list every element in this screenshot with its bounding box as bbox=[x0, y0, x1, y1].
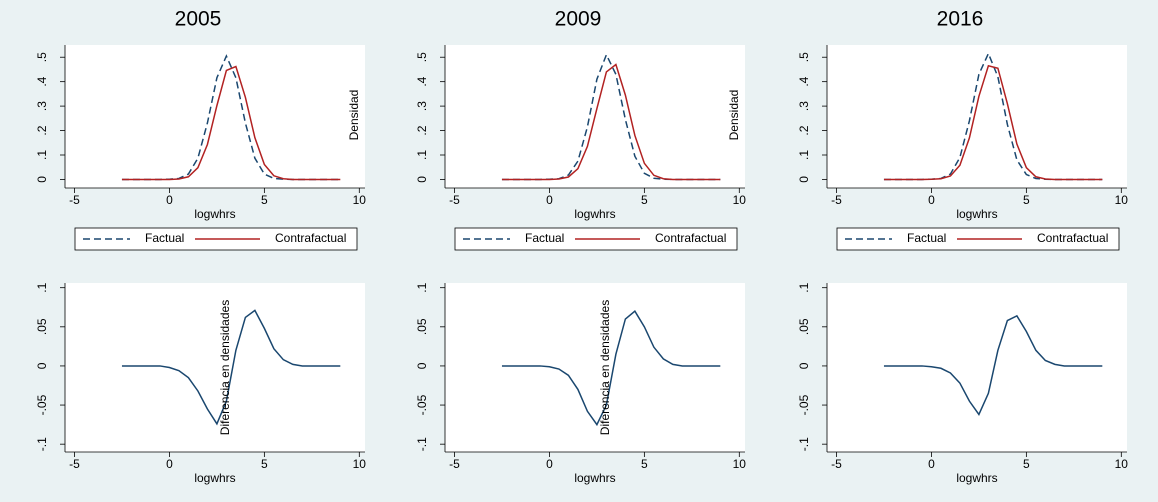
series-line bbox=[501, 63, 721, 181]
y-tick-label: 0 bbox=[415, 176, 429, 183]
legend-label: Contrafactual bbox=[655, 231, 726, 245]
y-tick-label: 0 bbox=[35, 362, 49, 369]
x-tick-label: -5 bbox=[831, 457, 842, 471]
chart-title: 2009 bbox=[555, 8, 602, 31]
x-tick-label: 10 bbox=[733, 457, 747, 471]
x-tick-label: 0 bbox=[928, 193, 935, 207]
x-tick-label: 0 bbox=[166, 457, 173, 471]
series-line bbox=[121, 309, 341, 426]
y-tick-label: -.1 bbox=[415, 437, 429, 451]
x-tick-label: 0 bbox=[166, 193, 173, 207]
x-tick-label: -5 bbox=[69, 193, 80, 207]
y-tick-label: .1 bbox=[35, 150, 49, 160]
x-tick-label: 10 bbox=[353, 193, 367, 207]
x-tick-label: -5 bbox=[449, 457, 460, 471]
y-tick-label: .4 bbox=[415, 76, 429, 86]
y-tick-label: .1 bbox=[797, 282, 811, 292]
legend-label: Factual bbox=[907, 231, 946, 245]
y-tick-label: .4 bbox=[797, 76, 811, 86]
x-tick-label: 10 bbox=[733, 193, 747, 207]
y-tick-label: 0 bbox=[415, 362, 429, 369]
y-tick-label: .1 bbox=[35, 282, 49, 292]
y-axis-label: Densidad bbox=[727, 90, 741, 141]
plot-area bbox=[827, 283, 1127, 452]
series-line bbox=[121, 65, 341, 181]
x-tick-label: -5 bbox=[831, 193, 842, 207]
y-tick-label: .5 bbox=[797, 52, 811, 62]
x-tick-label: 5 bbox=[261, 193, 268, 207]
y-tick-label: .3 bbox=[415, 101, 429, 111]
y-axis-label: Diferencia en densidades bbox=[218, 300, 232, 435]
y-tick-label: -.1 bbox=[35, 437, 49, 451]
x-tick-label: 10 bbox=[353, 457, 367, 471]
y-tick-label: 0 bbox=[35, 176, 49, 183]
y-tick-label: .2 bbox=[35, 125, 49, 135]
y-tick-label: .5 bbox=[415, 52, 429, 62]
x-tick-label: 5 bbox=[1023, 457, 1030, 471]
y-axis-label: Diferencia en densidades bbox=[598, 300, 612, 435]
x-axis-label: logwhrs bbox=[194, 471, 235, 485]
y-tick-label: .1 bbox=[415, 282, 429, 292]
y-tick-label: .1 bbox=[415, 150, 429, 160]
series-line bbox=[883, 64, 1103, 181]
y-tick-label: .05 bbox=[35, 318, 49, 335]
x-axis-label: logwhrs bbox=[956, 471, 997, 485]
plot-area bbox=[65, 283, 365, 452]
x-tick-label: 5 bbox=[641, 457, 648, 471]
x-tick-label: 5 bbox=[261, 457, 268, 471]
x-tick-label: -5 bbox=[69, 457, 80, 471]
x-axis-label: logwhrs bbox=[194, 207, 235, 221]
x-tick-label: 10 bbox=[1115, 457, 1129, 471]
y-tick-label: -.05 bbox=[35, 394, 49, 415]
plot-area bbox=[827, 45, 1127, 188]
x-tick-label: 5 bbox=[641, 193, 648, 207]
legend-label: Contrafactual bbox=[1037, 231, 1108, 245]
y-tick-label: .2 bbox=[415, 125, 429, 135]
y-tick-label: -.05 bbox=[797, 394, 811, 415]
x-tick-label: 0 bbox=[928, 457, 935, 471]
y-tick-label: .4 bbox=[35, 76, 49, 86]
plot-area bbox=[445, 283, 745, 452]
y-tick-label: -.1 bbox=[797, 437, 811, 451]
x-tick-label: 0 bbox=[546, 457, 553, 471]
legend-label: Factual bbox=[145, 231, 184, 245]
x-tick-label: 10 bbox=[1115, 193, 1129, 207]
y-tick-label: .3 bbox=[797, 101, 811, 111]
x-axis-label: logwhrs bbox=[574, 207, 615, 221]
y-tick-label: .1 bbox=[797, 150, 811, 160]
series-line bbox=[501, 310, 721, 427]
legend-label: Factual bbox=[525, 231, 564, 245]
y-tick-label: .05 bbox=[797, 318, 811, 335]
x-tick-label: 5 bbox=[1023, 193, 1030, 207]
x-tick-label: -5 bbox=[449, 193, 460, 207]
y-tick-label: .5 bbox=[35, 52, 49, 62]
y-tick-label: -.05 bbox=[415, 394, 429, 415]
y-tick-label: .3 bbox=[35, 101, 49, 111]
x-axis-label: logwhrs bbox=[574, 471, 615, 485]
chart-title: 2016 bbox=[937, 8, 984, 31]
x-tick-label: 0 bbox=[546, 193, 553, 207]
y-tick-label: 0 bbox=[797, 176, 811, 183]
y-tick-label: .05 bbox=[415, 318, 429, 335]
x-axis-label: logwhrs bbox=[956, 207, 997, 221]
y-axis-label: Densidad bbox=[347, 90, 361, 141]
y-tick-label: .2 bbox=[797, 125, 811, 135]
series-line bbox=[883, 314, 1103, 416]
legend-label: Contrafactual bbox=[275, 231, 346, 245]
chart-title: 2005 bbox=[175, 8, 222, 31]
y-tick-label: 0 bbox=[797, 362, 811, 369]
